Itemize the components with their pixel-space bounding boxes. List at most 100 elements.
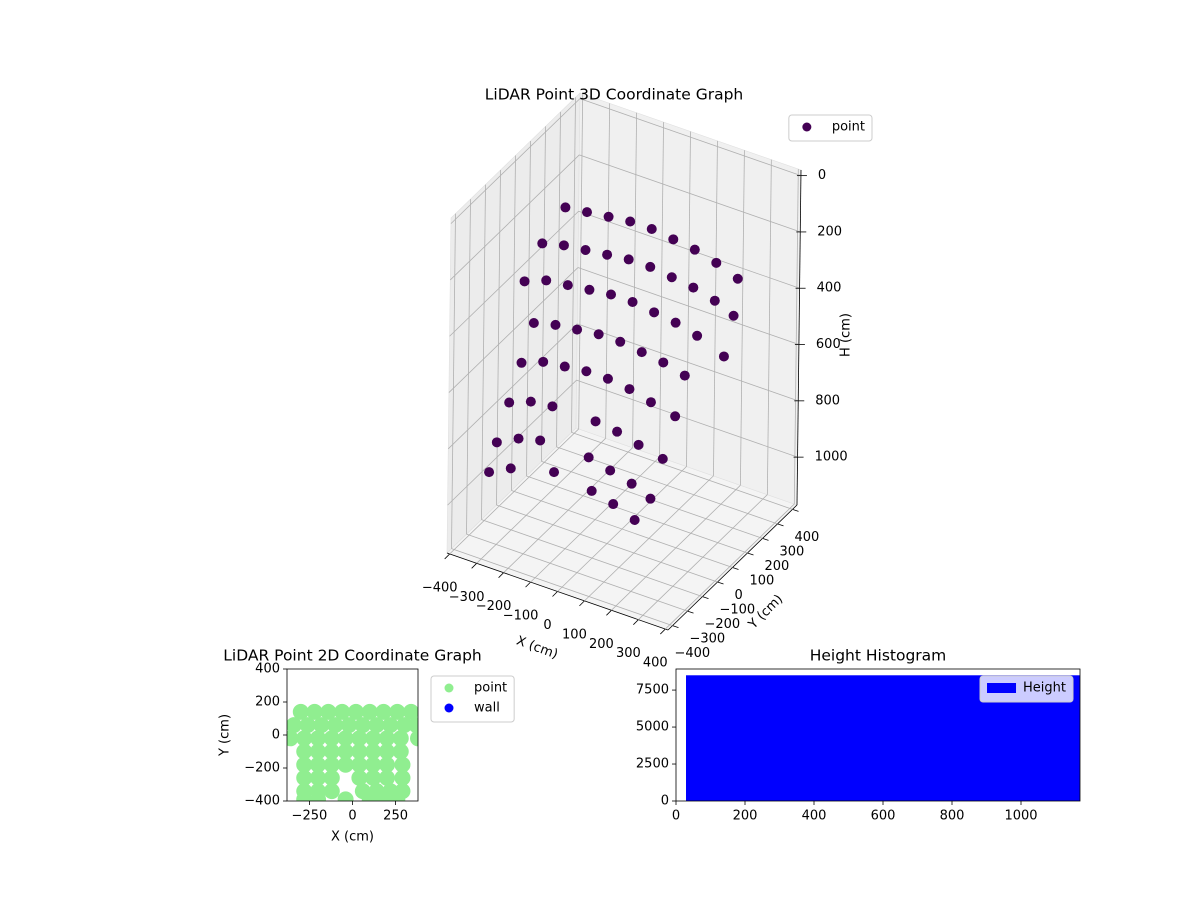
point	[389, 791, 406, 801]
y-tick-label: −400	[244, 794, 280, 809]
point	[354, 717, 371, 734]
grid-line	[578, 93, 584, 429]
point	[313, 717, 330, 734]
legend-marker	[444, 683, 454, 693]
point	[323, 783, 340, 800]
point	[337, 791, 354, 801]
point	[310, 743, 327, 760]
point	[728, 310, 739, 321]
point	[668, 234, 679, 245]
legend-marker	[802, 122, 812, 132]
z-axis-label: H (cm)	[839, 313, 854, 357]
grid-line	[556, 446, 778, 525]
x-tick-label: 100	[562, 627, 587, 642]
x-tick-label: 300	[616, 646, 641, 661]
point	[408, 717, 418, 734]
grid-line	[451, 548, 673, 627]
grid-line	[481, 519, 703, 597]
point	[603, 211, 614, 222]
point	[645, 261, 656, 272]
legend-patch	[987, 683, 1017, 693]
point	[590, 416, 601, 427]
x-tick-label: 1000	[1004, 809, 1037, 824]
x-tick-label: 800	[940, 809, 965, 824]
y-tick	[792, 508, 799, 512]
grid-line	[496, 504, 718, 583]
grid-line	[577, 267, 800, 345]
x-tick	[606, 609, 612, 616]
y-tick	[747, 552, 754, 556]
point	[351, 730, 368, 747]
y-tick	[672, 625, 679, 629]
point	[549, 467, 560, 478]
point	[633, 439, 644, 450]
grid-line	[576, 379, 798, 458]
point	[584, 284, 595, 295]
point	[392, 743, 409, 760]
grid-line	[713, 140, 718, 476]
point	[394, 769, 411, 786]
x-tick-label: −400	[422, 580, 458, 595]
point	[375, 791, 392, 801]
point	[310, 756, 327, 773]
point	[658, 357, 669, 368]
legend: point	[788, 114, 873, 142]
grid-line	[526, 475, 748, 554]
x-axis-label: X (cm)	[514, 634, 560, 663]
point	[334, 703, 351, 720]
x-tick	[525, 581, 531, 588]
point	[296, 769, 313, 786]
point	[365, 730, 382, 747]
x-tick	[444, 553, 450, 560]
point	[528, 317, 539, 328]
y-tick-label: −100	[720, 603, 756, 618]
y-tick-label: 0	[735, 588, 743, 603]
grid-line	[541, 126, 546, 462]
y-tick-label: 2500	[636, 757, 669, 772]
x-tick-label: 0	[672, 809, 680, 824]
point	[583, 452, 594, 463]
grid-line	[447, 379, 577, 506]
point	[323, 730, 340, 747]
legend: Height	[979, 675, 1074, 703]
point	[347, 703, 364, 720]
point	[608, 499, 619, 510]
point	[296, 791, 313, 801]
x-tick-label: 0	[543, 618, 551, 633]
x-tick	[471, 563, 477, 569]
point	[365, 756, 382, 773]
point	[394, 756, 411, 773]
point	[550, 319, 561, 330]
z-tick-label: 0	[818, 168, 826, 183]
point	[537, 238, 548, 249]
grid-line	[579, 154, 801, 233]
point	[525, 396, 536, 407]
y-tick-label: 200	[255, 695, 280, 710]
point	[636, 347, 647, 358]
y-tick-label: 400	[255, 662, 280, 677]
point	[711, 257, 722, 268]
point	[649, 307, 660, 318]
x-tick-label: −250	[292, 809, 328, 824]
y-tick-label: 0	[272, 728, 280, 743]
legend-box	[788, 114, 873, 142]
point	[337, 743, 354, 760]
x-tick	[552, 591, 558, 597]
point	[732, 273, 743, 284]
legend-label: Height	[1023, 681, 1066, 696]
x-tick-label: 400	[643, 656, 668, 671]
legend-box	[979, 675, 1074, 703]
point	[612, 426, 623, 437]
point	[547, 401, 558, 412]
z-tick-label: 400	[817, 281, 842, 296]
point	[718, 351, 729, 362]
grid-line	[740, 150, 745, 486]
point	[593, 329, 604, 340]
point	[287, 730, 299, 747]
point	[323, 769, 340, 786]
axes-frame	[675, 668, 1081, 802]
point	[378, 730, 395, 747]
legend-label: wall	[474, 701, 500, 716]
grid-line	[577, 323, 799, 402]
point	[645, 493, 656, 504]
